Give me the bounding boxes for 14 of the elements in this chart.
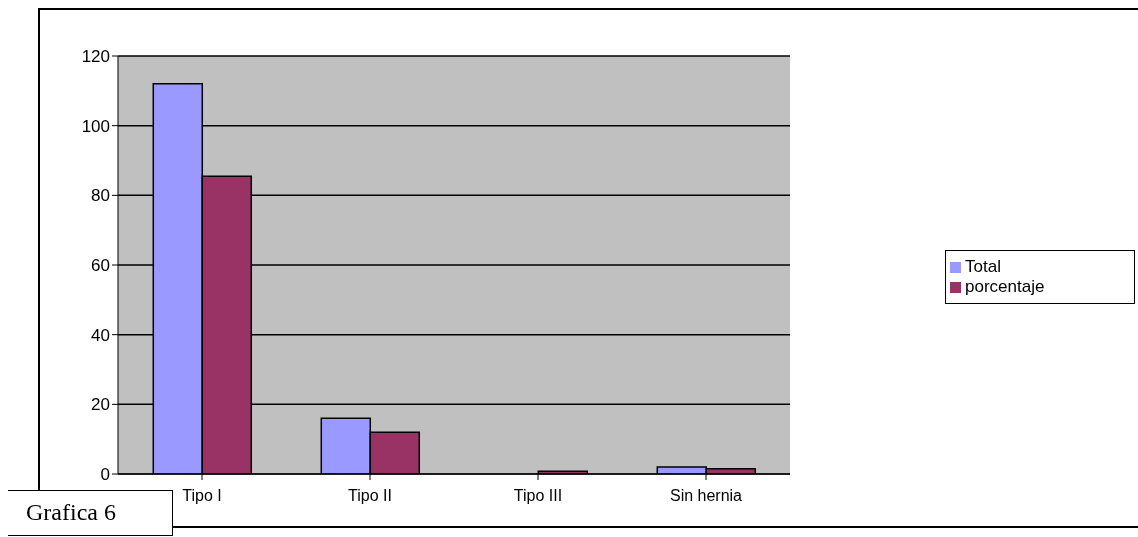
y-tick-label: 60 [91, 256, 110, 276]
y-tick-label: 40 [91, 325, 110, 345]
y-tick-label: 20 [91, 395, 110, 415]
text: Grafica 6 [5, 490, 173, 536]
y-tick-label: 80 [91, 186, 110, 206]
y-tick-label: 0 [100, 465, 110, 485]
x-tick-label: Tipo III [513, 487, 563, 505]
legend-label: Total [965, 256, 1001, 276]
legend-label: porcentaje [965, 276, 1045, 296]
y-tick-label: 120 [81, 47, 110, 67]
x-tick-label: Tipo II [348, 487, 392, 505]
y-tick-label: 100 [81, 116, 110, 136]
x-tick-label: Sin hernia [669, 487, 743, 505]
x-tick-label: Tipo I [182, 487, 222, 505]
